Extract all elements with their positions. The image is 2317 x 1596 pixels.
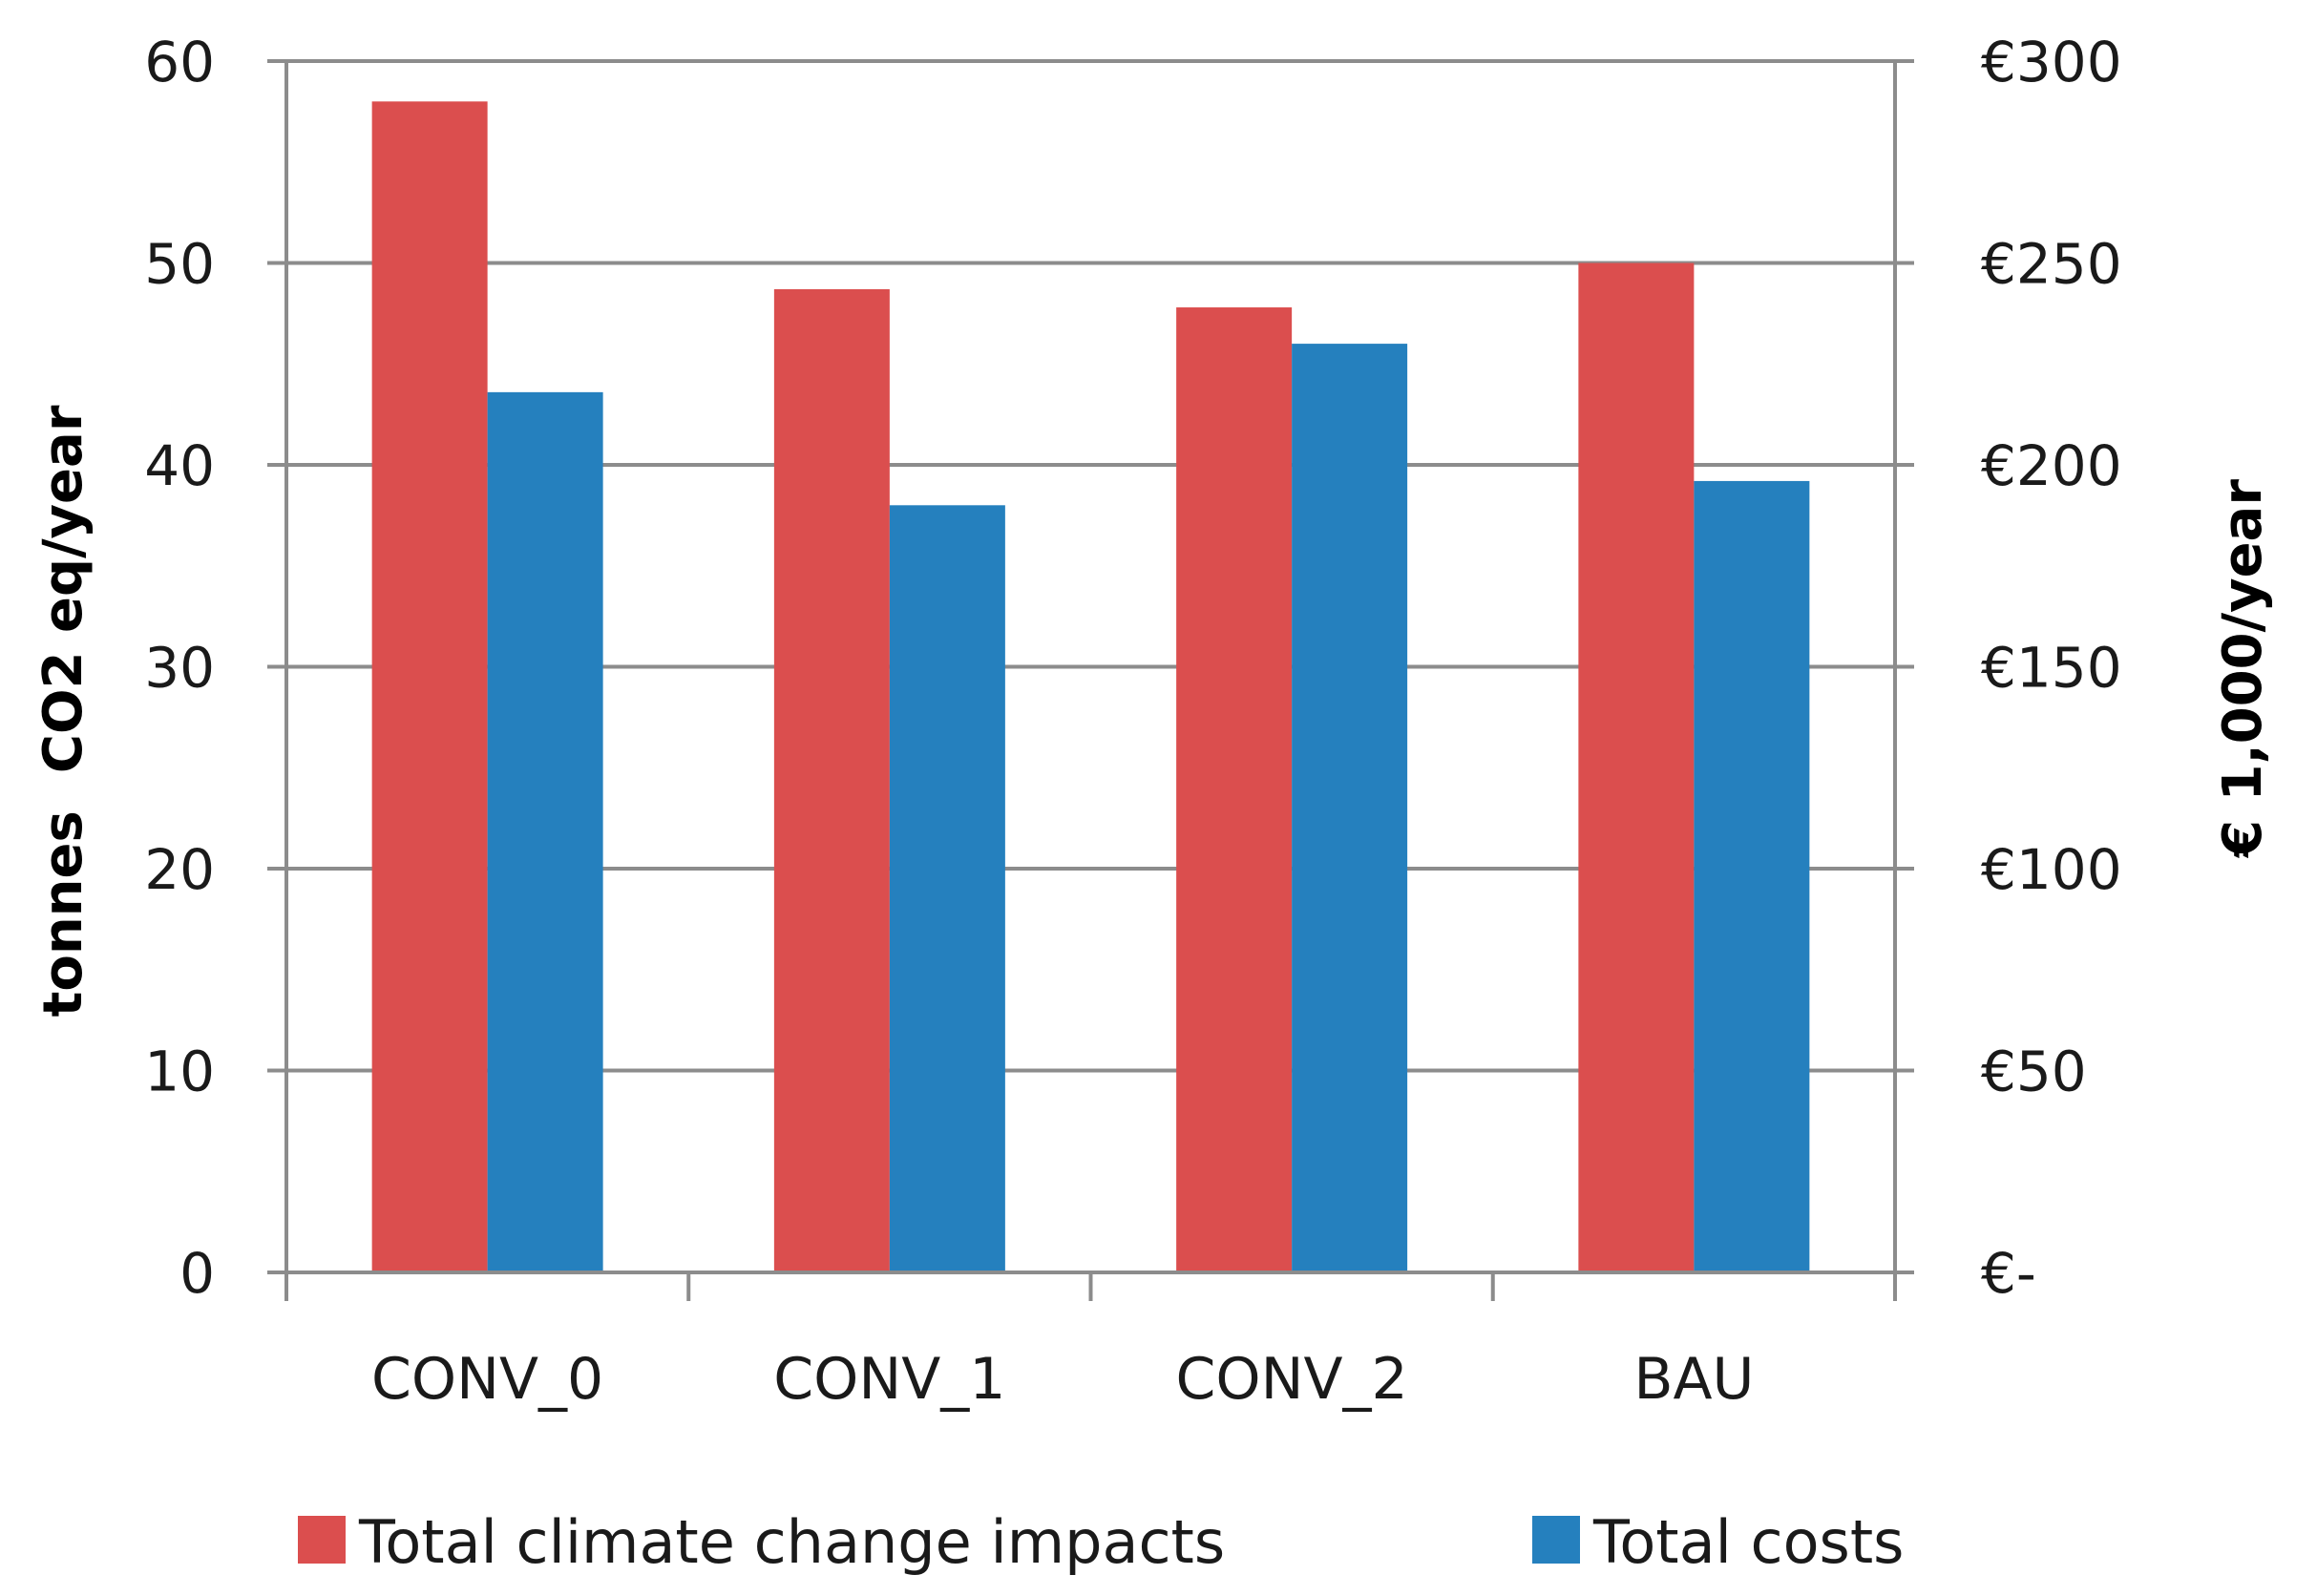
left-tick-label: 20 (144, 837, 215, 902)
left-tick-label: 40 (144, 433, 215, 498)
bar-climate-impacts-conv-0 (371, 101, 488, 1272)
right-tick-label: €150 (1981, 636, 2122, 701)
y-axis-label-right: € 1,000/year (2212, 479, 2274, 859)
left-tick-label: 30 (144, 636, 215, 701)
y-axis-label-left: tonnes CO2 eq/year (32, 405, 95, 1017)
right-tick-label: €50 (1981, 1040, 2087, 1104)
left-tick-labels: 0 10 20 30 40 50 60 (144, 30, 215, 1306)
category-labels: CONV_0 CONV_1 CONV_2 BAU (371, 1346, 1754, 1413)
right-tick-labels: €- €50 €100 €150 €200 €250 €300 (1981, 30, 2122, 1306)
bar-total-costs-conv-0 (487, 391, 603, 1272)
bar-climate-impacts-bau (1578, 262, 1695, 1272)
legend-swatch-costs (1532, 1516, 1580, 1564)
right-tick-label: €- (1981, 1241, 2036, 1306)
left-tick-label: 50 (144, 232, 215, 297)
bar-total-costs-bau (1694, 480, 1810, 1272)
right-tick-label: €250 (1981, 232, 2122, 297)
right-tick-label: €200 (1981, 433, 2122, 498)
category-label: CONV_2 (1176, 1346, 1408, 1413)
legend-label-costs: Total costs (1592, 1507, 1904, 1577)
legend-swatch-climate (298, 1516, 346, 1564)
legend: Total climate change impacts Total costs (298, 1507, 1904, 1577)
bar-total-costs-conv-1 (889, 505, 1005, 1272)
bar-climate-impacts-conv-1 (773, 288, 890, 1272)
legend-label-climate: Total climate change impacts (358, 1507, 1225, 1577)
category-label: CONV_1 (773, 1346, 1005, 1413)
category-label: CONV_0 (371, 1346, 603, 1413)
bar-climate-impacts-conv-2 (1176, 307, 1293, 1272)
axes (267, 59, 1914, 1301)
category-label: BAU (1633, 1346, 1754, 1413)
right-tick-label: €300 (1981, 30, 2122, 94)
right-tick-label: €100 (1981, 837, 2122, 902)
left-tick-label: 10 (144, 1040, 215, 1104)
bar-total-costs-conv-2 (1292, 344, 1408, 1273)
left-tick-label: 60 (144, 30, 215, 94)
left-tick-label: 0 (179, 1241, 215, 1306)
bars (371, 101, 1810, 1273)
